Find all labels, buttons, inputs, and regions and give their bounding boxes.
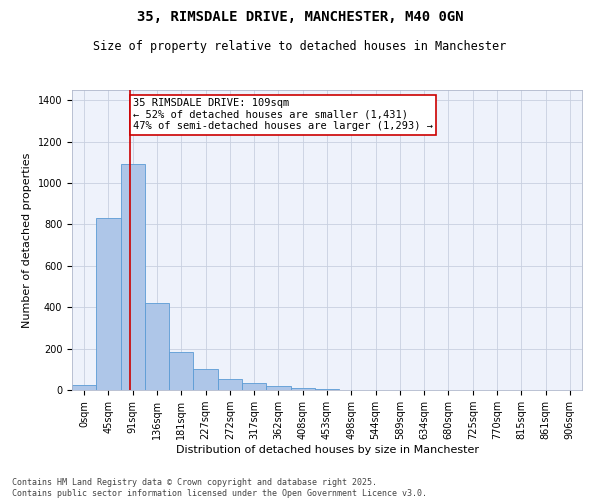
Bar <box>242 383 266 390</box>
Bar <box>193 370 218 390</box>
Text: 35, RIMSDALE DRIVE, MANCHESTER, M40 0GN: 35, RIMSDALE DRIVE, MANCHESTER, M40 0GN <box>137 10 463 24</box>
Text: Contains HM Land Registry data © Crown copyright and database right 2025.
Contai: Contains HM Land Registry data © Crown c… <box>12 478 427 498</box>
Bar <box>266 386 290 390</box>
X-axis label: Distribution of detached houses by size in Manchester: Distribution of detached houses by size … <box>176 445 479 455</box>
Bar <box>121 164 145 390</box>
Y-axis label: Number of detached properties: Number of detached properties <box>22 152 32 328</box>
Bar <box>169 352 193 390</box>
Text: 35 RIMSDALE DRIVE: 109sqm
← 52% of detached houses are smaller (1,431)
47% of se: 35 RIMSDALE DRIVE: 109sqm ← 52% of detac… <box>133 98 433 132</box>
Bar <box>315 389 339 390</box>
Bar <box>145 303 169 390</box>
Bar <box>72 385 96 390</box>
Text: Size of property relative to detached houses in Manchester: Size of property relative to detached ho… <box>94 40 506 53</box>
Bar <box>290 388 315 390</box>
Bar <box>96 218 121 390</box>
Bar <box>218 378 242 390</box>
